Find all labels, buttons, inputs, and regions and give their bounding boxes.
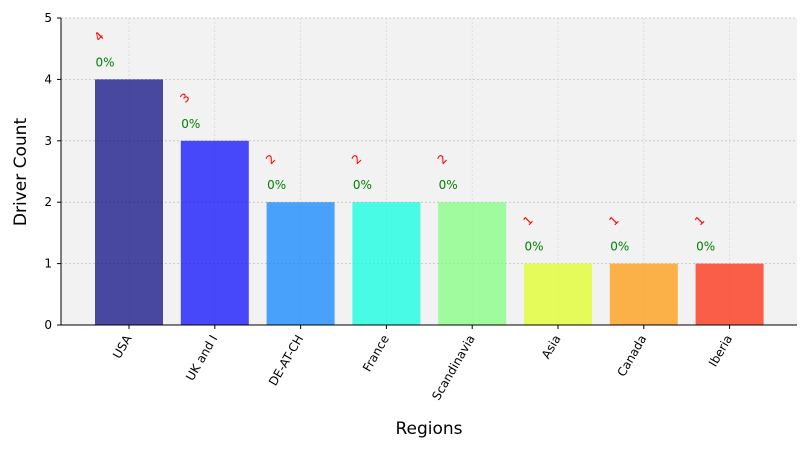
bar-usa (95, 79, 163, 326)
bar-asia (524, 263, 592, 325)
percent-label: 0% (353, 178, 372, 192)
percent-label: 0% (439, 178, 458, 192)
y-tick-label: 0 (44, 318, 52, 332)
x-tick-label: Asia (539, 333, 564, 362)
x-tick-label: USA (110, 332, 135, 361)
y-axis-label: Driver Count (11, 118, 31, 227)
x-tick-label: DE-AT-CH (266, 333, 306, 389)
bar-uk-and-i (180, 140, 249, 325)
bar-canada (609, 263, 678, 325)
y-tick-label: 5 (44, 11, 52, 25)
percent-label: 0% (524, 240, 543, 254)
y-tick-label: 3 (44, 134, 52, 148)
bar-france (352, 202, 421, 325)
bar-scandinavia (438, 202, 507, 325)
bars (95, 79, 764, 326)
x-tick-label: Canada (614, 333, 649, 380)
x-axis-label: Regions (395, 419, 462, 439)
y-tick-label: 1 (44, 257, 52, 271)
percent-label: 0% (267, 178, 286, 192)
x-tick-label: France (360, 333, 392, 375)
percent-label: 0% (610, 240, 629, 254)
y-tick-label: 4 (44, 72, 52, 86)
x-tick-label: Iberia (706, 333, 735, 370)
x-tick-label: UK and I (183, 333, 220, 384)
y-tick-label: 2 (44, 195, 52, 209)
axes (57, 17, 797, 329)
percent-label: 0% (696, 240, 715, 254)
plot-background (61, 18, 797, 325)
percent-label: 0% (181, 117, 200, 131)
percent-label: 0% (95, 55, 114, 69)
bar-iberia (695, 263, 764, 325)
x-tick-label: Scandinavia (429, 333, 478, 403)
bar-de-at-ch (266, 202, 335, 325)
